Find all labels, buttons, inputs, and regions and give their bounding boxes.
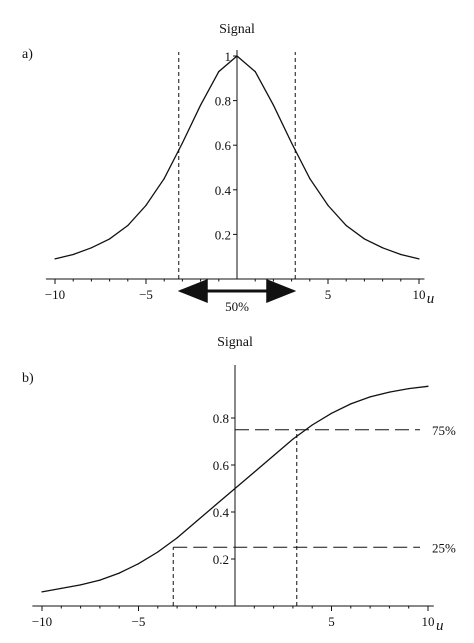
panel-a-data-point	[327, 204, 329, 207]
panel-a-data-point	[400, 253, 402, 256]
panel-b-data-point	[311, 424, 313, 426]
panel-a-data-point	[291, 142, 293, 144]
panel-b-x-tick-label: −5	[132, 614, 146, 629]
panel-b-data-point	[195, 520, 197, 523]
panel-b-data-point	[330, 412, 333, 414]
panel-a-data-point	[272, 104, 274, 106]
panel-b-data-point	[137, 563, 140, 565]
panel-b-x-tick-label: 10	[422, 614, 435, 629]
panel-a-data-point	[218, 71, 220, 73]
panel-a-data-point	[345, 224, 347, 227]
panel-b-reference-label: 75%	[432, 423, 456, 438]
panel-a-y-tick-label: 0.4	[215, 183, 232, 198]
panel-b-data-point	[234, 487, 236, 490]
panel-a-y-tick-label: 0.8	[215, 94, 231, 109]
panel-a-label: a)	[22, 47, 33, 62]
panel-b-reference-label: 25%	[432, 540, 456, 555]
panel-a-y-tick-label: 0.6	[215, 138, 232, 153]
panel-b-x-axis-name: u	[436, 618, 444, 634]
panel-b-data-point	[215, 504, 217, 506]
panel-a-data-point	[54, 258, 56, 260]
panel-a-y-tick-label: 1	[225, 49, 232, 64]
panel-a-data-point	[382, 247, 384, 249]
panel-a-data-point	[363, 238, 365, 240]
panel-b-data-point	[60, 587, 62, 589]
panel-a-data-point	[90, 247, 92, 249]
panel-b-data-point	[176, 537, 178, 539]
panel-a-x-tick-label: 5	[325, 287, 332, 302]
panel-b-x-tick-label: 5	[328, 614, 335, 629]
panel-a-title: Signal	[219, 22, 255, 37]
panel-a-data-point	[200, 104, 202, 106]
panel-b-x-tick-label: −10	[32, 614, 52, 629]
panel-b-data-point	[80, 584, 82, 586]
panel-a-data-point	[418, 258, 420, 260]
panel-a-y-tick-label: 0.2	[215, 227, 231, 242]
panel-a-data-point	[72, 253, 74, 256]
panel-a-data-point	[163, 178, 165, 180]
panel-a-x-tick-label: −10	[45, 287, 65, 302]
panel-a-data-point	[309, 178, 311, 180]
panel-b-data-point	[369, 396, 371, 398]
panel-b-title: Signal	[217, 335, 253, 350]
panel-a-x-tick-label: −5	[139, 287, 153, 302]
panel-b-data-point	[253, 471, 255, 473]
panel-b-data-point	[41, 591, 43, 593]
panel-b-y-tick-label: 0.6	[213, 458, 230, 473]
panel-b-data-point	[99, 579, 101, 581]
panel-b-data-point	[157, 551, 159, 553]
panel-a-data-point	[236, 55, 238, 57]
panel-b-data-point	[408, 388, 410, 390]
panel-a-data-point	[109, 238, 111, 240]
panel-b-data-point	[388, 391, 390, 393]
panel-a-x-tick-label: 10	[413, 287, 426, 302]
panel-a-data-point	[254, 71, 256, 73]
panel-a-x-axis-name: u	[427, 291, 435, 307]
panel-b-data-point	[292, 438, 294, 440]
panel-b-data-point	[427, 385, 429, 387]
panel-b-label: b)	[22, 371, 34, 386]
panel-a-data-point	[127, 224, 129, 227]
panel-a-data-point	[181, 142, 183, 144]
panel-a-data-point	[145, 204, 147, 207]
panel-b-y-tick-label: 0.2	[213, 552, 229, 567]
panel-b-y-tick-label: 0.4	[213, 505, 230, 520]
panel-b-data-point	[273, 455, 275, 457]
panel-a-range-label: 50%	[225, 299, 249, 314]
panel-b-y-tick-label: 0.8	[213, 411, 229, 426]
panel-b-data-point	[350, 403, 352, 405]
panel-b-data-point	[118, 572, 120, 574]
